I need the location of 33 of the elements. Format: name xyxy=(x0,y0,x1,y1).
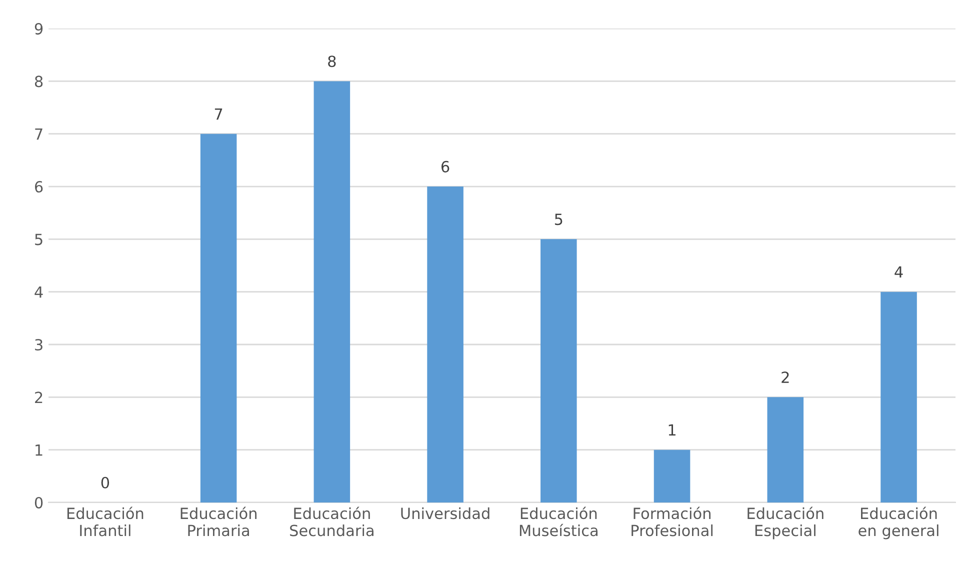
data-label: 5 xyxy=(554,214,562,226)
x-tick-label: Educación Infantil xyxy=(67,506,144,536)
bar xyxy=(880,292,917,502)
data-label: 6 xyxy=(441,160,450,172)
x-tick-label: Universidad xyxy=(401,507,490,520)
data-label: 7 xyxy=(214,108,222,120)
data-label: 4 xyxy=(894,266,903,278)
data-label: 2 xyxy=(782,372,789,383)
data-label: 1 xyxy=(668,424,676,436)
x-tick-label: Educación en general xyxy=(858,506,938,540)
data-label: 0 xyxy=(101,476,110,488)
bar xyxy=(314,81,350,502)
bar xyxy=(540,239,577,502)
bar xyxy=(767,397,804,502)
y-tick-label: 0 xyxy=(34,496,43,508)
y-tick-label: 9 xyxy=(34,23,43,35)
y-tick-label: 4 xyxy=(34,286,43,298)
x-tick-label: Educación Primaria xyxy=(180,506,256,536)
bar xyxy=(200,134,237,502)
y-tick-label: 1 xyxy=(36,444,42,456)
x-tick-label: Educación Especial xyxy=(748,506,824,540)
y-tick-label: 7 xyxy=(35,128,42,140)
x-tick-label: Educación Secundaria xyxy=(290,506,374,536)
y-tick-label: 3 xyxy=(35,338,42,351)
bar xyxy=(654,450,690,502)
y-tick-label: 2 xyxy=(35,392,42,403)
data-label: 8 xyxy=(328,56,336,68)
x-tick-label: Formación Profesional xyxy=(632,506,713,536)
bar xyxy=(427,186,464,502)
y-tick-label: 6 xyxy=(34,180,43,193)
x-tick-label: Educación Museística xyxy=(520,506,598,536)
y-tick-label: 5 xyxy=(35,234,42,246)
y-tick-label: 8 xyxy=(34,76,43,88)
